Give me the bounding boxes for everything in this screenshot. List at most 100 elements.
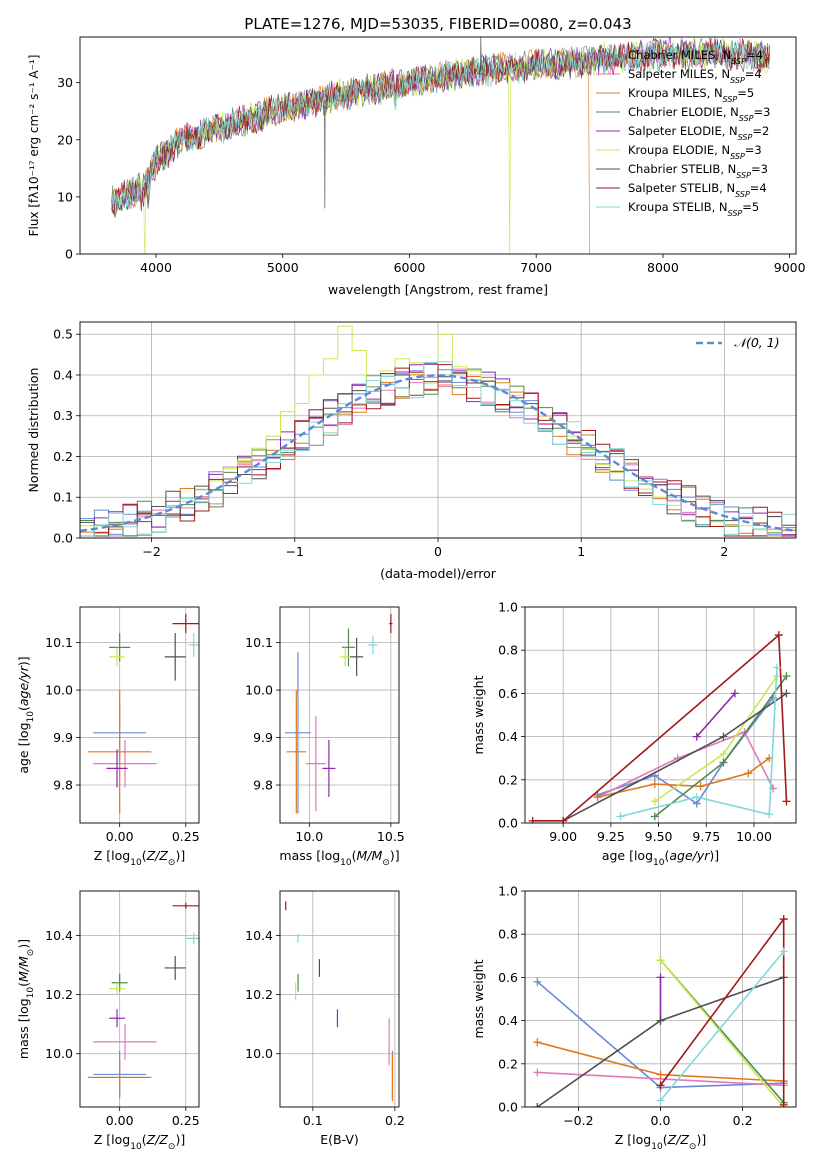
x-tick-label: 6000 bbox=[394, 260, 426, 275]
point-kroupa_miles bbox=[87, 690, 152, 814]
point-chabrier_stelib bbox=[164, 633, 186, 681]
marker-chabrier_stelib bbox=[656, 1016, 665, 1025]
y-tick-label: 9.8 bbox=[253, 778, 273, 793]
marker-kroupa_miles bbox=[696, 782, 705, 791]
x-tick-label: 9000 bbox=[774, 260, 806, 275]
marker-salpeter_stelib bbox=[782, 797, 791, 806]
axes-frame bbox=[79, 321, 797, 539]
y-tick-label: 0.6 bbox=[498, 970, 518, 985]
residuals-legend: 𝒩(0, 1) bbox=[696, 335, 780, 350]
plot-area-residuals bbox=[80, 325, 796, 538]
y-tick-label: 0.0 bbox=[53, 531, 73, 546]
series-kroupa_stelib bbox=[616, 663, 781, 821]
y-tick-label: 10.4 bbox=[245, 928, 273, 943]
legend-label-normal: 𝒩(0, 1) bbox=[734, 335, 780, 350]
y-tick-label: 1.0 bbox=[498, 600, 518, 615]
legend-label-chabrier_elodie: Chabrier ELODIE, NSSP=3 bbox=[628, 105, 770, 123]
y-tick-label: 10.0 bbox=[245, 1046, 273, 1061]
spectrum-line-kroupa_stelib bbox=[111, 40, 771, 209]
figure-title: PLATE=1276, MJD=53035, FIBERID=0080, z=0… bbox=[244, 15, 631, 33]
point-salpeter_stelib bbox=[172, 614, 199, 634]
y-axis-label: mass [log10(M/M⊙)] bbox=[16, 939, 36, 1059]
x-tick-label: 0.25 bbox=[172, 1113, 200, 1128]
y-tick-label: 0.3 bbox=[53, 408, 73, 423]
x-tick-label: 0.00 bbox=[106, 1113, 134, 1128]
point-salpeter_elodie bbox=[106, 749, 128, 788]
marker-salpeter_stelib bbox=[774, 631, 783, 640]
plot-area-ebv-vs-mass bbox=[285, 901, 394, 1102]
x-tick-label: 0.0 bbox=[651, 1113, 671, 1128]
y-tick-label: 9.9 bbox=[253, 730, 273, 745]
point-salpeter_miles bbox=[93, 1024, 157, 1060]
point-salpeter_miles bbox=[93, 739, 157, 788]
series-chabrier_stelib bbox=[533, 973, 788, 1107]
marker-salpeter_stelib bbox=[559, 816, 568, 823]
x-tick-label: 0.1 bbox=[303, 1113, 323, 1128]
panel-z-vs-age: 0.00 0.25 9.8 9.9 10.0 10.1 Z [log10(Z/Z⊙)] age… bbox=[16, 606, 200, 868]
plot-area-z-vs-weight bbox=[533, 915, 788, 1107]
marker-chabrier_elodie bbox=[650, 812, 659, 821]
marker-kroupa_miles bbox=[656, 1070, 665, 1079]
point-chabrier_stelib bbox=[350, 637, 364, 676]
marker-kroupa_stelib bbox=[779, 947, 788, 956]
x-tick-label: 9.50 bbox=[645, 829, 673, 844]
marker-salpeter_stelib bbox=[528, 816, 537, 823]
marker-kroupa_miles bbox=[533, 1038, 542, 1047]
y-tick-label: 0 bbox=[65, 247, 73, 262]
x-axis-label: Z [log10(Z/Z⊙)] bbox=[94, 1132, 185, 1152]
marker-kroupa_stelib bbox=[692, 793, 701, 802]
point-salpeter_stelib bbox=[389, 614, 393, 634]
marker-salpeter_stelib bbox=[779, 1100, 788, 1107]
x-tick-label: 7000 bbox=[520, 260, 552, 275]
marker-kroupa_elodie bbox=[719, 749, 728, 758]
y-tick-label: 0.0 bbox=[498, 816, 518, 831]
point-salpeter_elodie bbox=[322, 739, 336, 797]
y-tick-label: 10.2 bbox=[45, 987, 73, 1002]
y-tick-label: 0.5 bbox=[53, 327, 73, 342]
x-tick-label: 5000 bbox=[267, 260, 299, 275]
x-tick-label: −2 bbox=[142, 544, 160, 559]
y-axis-label: age [log10(age/yr)] bbox=[16, 656, 36, 773]
legend-label-salpeter_elodie: Salpeter ELODIE, NSSP=2 bbox=[628, 124, 769, 142]
series-kroupa_stelib bbox=[656, 947, 788, 1105]
y-tick-label: 0.4 bbox=[498, 729, 518, 744]
x-tick-label: −1 bbox=[286, 544, 304, 559]
y-tick-label: 10.4 bbox=[45, 928, 73, 943]
x-tick-label: 0.00 bbox=[106, 829, 134, 844]
point-salpeter_elodie bbox=[109, 1009, 125, 1028]
series-kroupa_miles bbox=[593, 754, 774, 802]
normal-curve bbox=[80, 374, 794, 533]
marker-kroupa_elodie bbox=[650, 797, 659, 806]
y-tick-label: 10.1 bbox=[45, 635, 73, 650]
point-kroupa_elodie bbox=[340, 647, 351, 667]
legend-label-kroupa_stelib: Kroupa STELIB, NSSP=5 bbox=[628, 200, 759, 218]
histogram-kroupa_elodie bbox=[80, 325, 796, 538]
marker-salpeter_miles bbox=[533, 1068, 542, 1077]
marker-chabrier_elodie bbox=[719, 758, 728, 767]
legend-label-chabrier_miles: Chabrier MILES, NSSP=4 bbox=[628, 48, 763, 66]
plot-area-mass-vs-age bbox=[284, 614, 393, 814]
marker-salpeter_stelib bbox=[779, 915, 788, 924]
x-tick-label: 9.25 bbox=[597, 829, 625, 844]
x-tick-label: 4000 bbox=[140, 260, 172, 275]
marker-kroupa_miles bbox=[650, 780, 659, 789]
marker-chabrier_miles bbox=[533, 977, 542, 986]
x-tick-label: 8000 bbox=[647, 260, 679, 275]
spectrum-spike bbox=[324, 99, 326, 209]
legend-label-kroupa_miles: Kroupa MILES, NSSP=5 bbox=[628, 86, 754, 104]
x-tick-label: 9.75 bbox=[692, 829, 720, 844]
point-kroupa_stelib bbox=[368, 635, 378, 655]
y-tick-label: 0.8 bbox=[498, 643, 518, 658]
series-salpeter_stelib bbox=[656, 915, 788, 1107]
legend-label-kroupa_elodie: Kroupa ELODIE, NSSP=3 bbox=[628, 143, 762, 161]
point-salpeter_stelib bbox=[172, 902, 199, 909]
y-tick-label: 0.2 bbox=[498, 1056, 518, 1071]
marker-chabrier_elodie bbox=[782, 672, 791, 681]
point-salpeter_miles bbox=[306, 716, 326, 812]
marker-chabrier_stelib bbox=[719, 732, 728, 741]
marker-kroupa_elodie bbox=[656, 956, 665, 965]
legend-label-salpeter_miles: Salpeter MILES, NSSP=4 bbox=[628, 67, 762, 85]
series-salpeter_elodie bbox=[692, 689, 739, 741]
x-tick-label: 0.25 bbox=[172, 829, 200, 844]
